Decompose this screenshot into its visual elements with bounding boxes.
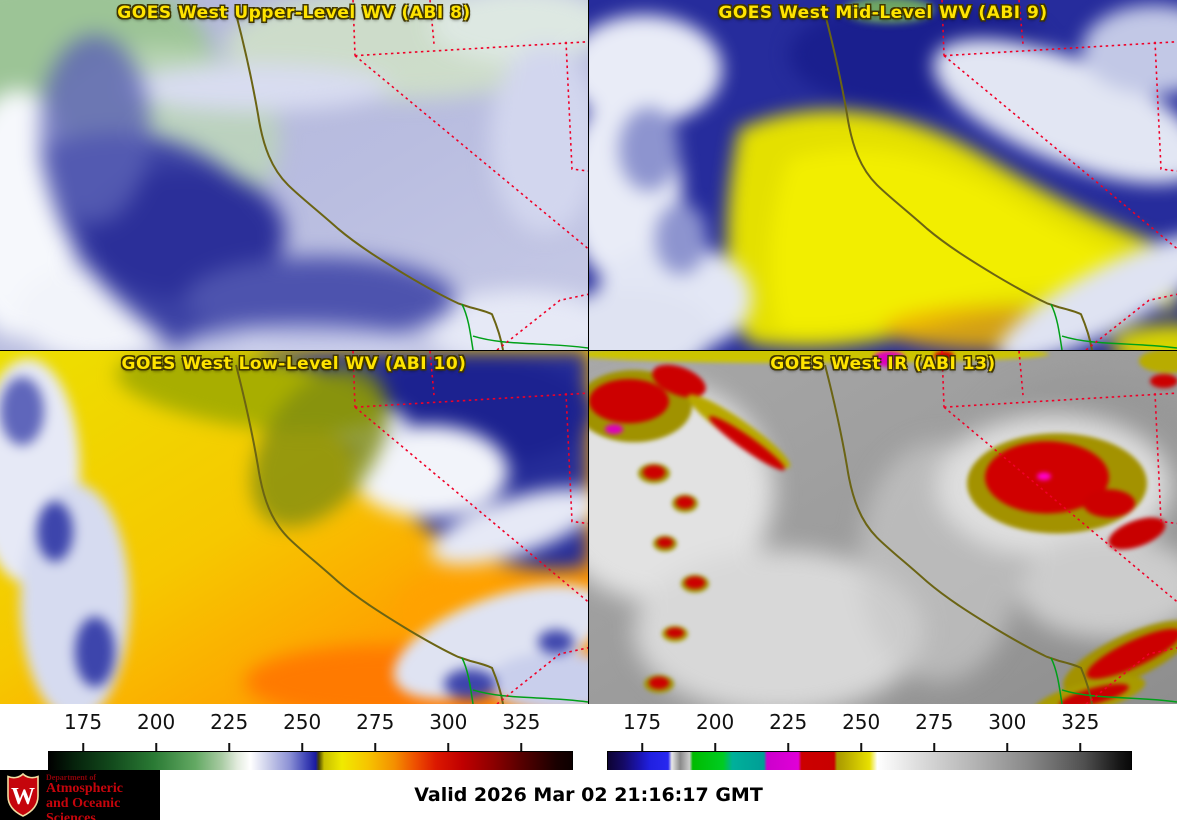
colorbar-tick-label: 225 — [210, 710, 249, 734]
colorbar-tick-mark — [1006, 743, 1009, 751]
upper-level-wv-imagery — [0, 0, 588, 350]
colorbar-tick-mark — [1079, 743, 1082, 751]
colorbar-tick-mark — [787, 743, 789, 751]
colorbar-tick-label: 225 — [769, 710, 808, 734]
colorbar-tick-label: 175 — [622, 710, 662, 734]
colorbar-ir-tickmarks — [607, 743, 1130, 751]
colorbar-strip: 175 200 225 250 275 300 325 175 200 225 250 275 300… — [0, 704, 1177, 771]
colorbar-tick-mark — [228, 743, 230, 751]
colorbar-tick-label: 275 — [356, 710, 395, 734]
colorbar-tick-label: 275 — [915, 710, 954, 734]
colorbar-tick-mark — [155, 743, 157, 751]
colorbar-tick-mark — [714, 743, 716, 751]
mid-level-wv-imagery — [589, 0, 1177, 350]
colorbar-wv-labels: 175 200 225 250 275 300 325 — [48, 710, 571, 738]
colorbar-tick-label: 175 — [63, 710, 103, 734]
colorbar-wv-gradient-bar — [48, 751, 573, 771]
logo-line-1: Department of — [46, 773, 96, 782]
image-grid: GOES West Upper-Level WV (ABI 8) — [0, 0, 1177, 704]
colorbar-tick-mark — [374, 743, 376, 751]
colorbar-tick-mark — [82, 743, 84, 751]
colorbar-tick-mark — [520, 743, 523, 751]
logo-text: Department of Atmospheric and Oceanic Sc… — [46, 773, 160, 820]
logo-line-3: and Oceanic Sciences — [46, 796, 121, 820]
colorbar-tick-label: 300 — [429, 710, 468, 734]
colorbar-wv-tickmarks — [48, 743, 571, 751]
svg-text:W: W — [11, 784, 35, 810]
colorbar-ir-gradient-bar — [607, 751, 1132, 771]
ir-imagery — [589, 351, 1177, 704]
uw-crest-icon: W — [7, 773, 39, 817]
panel-mid-level-wv: GOES West Mid-Level WV (ABI 9) — [589, 0, 1177, 350]
colorbar-tick-label: 325 — [1061, 710, 1100, 734]
valid-time-text: Valid 2026 Mar 02 21:16:17 GMT — [414, 784, 763, 806]
colorbar-ir-labels: 175 200 225 250 275 300 325 — [607, 710, 1130, 738]
colorbar-infrared: 175 200 225 250 275 300 325 — [607, 704, 1132, 771]
panel-ir: GOES West IR (ABI 13) — [589, 351, 1177, 704]
colorbar-tick-label: 200 — [696, 710, 735, 734]
panel-low-level-wv: GOES West Low-Level WV (ABI 10) — [0, 351, 588, 704]
colorbar-tick-mark — [447, 743, 450, 751]
colorbar-tick-mark — [860, 743, 862, 751]
colorbar-tick-label: 325 — [502, 710, 541, 734]
colorbar-tick-label: 200 — [137, 710, 176, 734]
low-level-wv-imagery — [0, 351, 588, 704]
footer: W Department of Atmospheric and Oceanic … — [0, 770, 1177, 820]
colorbar-tick-label: 250 — [283, 710, 322, 734]
colorbar-tick-mark — [641, 743, 643, 751]
panel-upper-level-wv: GOES West Upper-Level WV (ABI 8) — [0, 0, 588, 350]
colorbar-tick-mark — [301, 743, 303, 751]
colorbar-water-vapor: 175 200 225 250 275 300 325 — [48, 704, 573, 771]
colorbar-tick-label: 250 — [842, 710, 881, 734]
logo-line-2: Atmospheric — [46, 781, 123, 797]
colorbar-tick-label: 300 — [988, 710, 1027, 734]
colorbar-tick-mark — [933, 743, 935, 751]
uw-aos-logo: W Department of Atmospheric and Oceanic … — [0, 770, 160, 820]
